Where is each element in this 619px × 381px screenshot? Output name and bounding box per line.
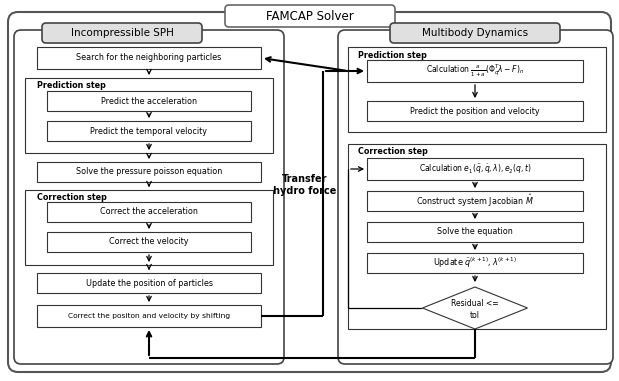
- FancyBboxPatch shape: [42, 23, 202, 43]
- Text: Prediction step: Prediction step: [37, 82, 106, 91]
- Text: Calculation $\frac{a}{1+a}(\Phi_q^T\lambda - F)_n$: Calculation $\frac{a}{1+a}(\Phi_q^T\lamb…: [426, 63, 524, 79]
- Text: Solve the pressure poisson equation: Solve the pressure poisson equation: [76, 168, 222, 176]
- Bar: [25, 78, 273, 153]
- Text: Predict the position and velocity: Predict the position and velocity: [410, 107, 540, 115]
- FancyBboxPatch shape: [390, 23, 560, 43]
- Bar: [37, 305, 261, 327]
- Text: Update $\ddot{q}^{(k+1)}, \lambda^{(k+1)}$: Update $\ddot{q}^{(k+1)}, \lambda^{(k+1)…: [433, 256, 517, 270]
- Text: Correction step: Correction step: [37, 194, 107, 202]
- FancyBboxPatch shape: [225, 5, 395, 27]
- Text: Prediction step: Prediction step: [358, 51, 427, 59]
- Bar: [47, 232, 251, 252]
- Text: Search for the neighboring particles: Search for the neighboring particles: [76, 53, 222, 62]
- Text: Correct the acceleration: Correct the acceleration: [100, 208, 198, 216]
- FancyBboxPatch shape: [8, 12, 611, 372]
- Text: Incompressible SPH: Incompressible SPH: [71, 28, 173, 38]
- Bar: [367, 191, 583, 211]
- Text: Predict the acceleration: Predict the acceleration: [101, 96, 197, 106]
- Text: FAMCAP Solver: FAMCAP Solver: [266, 10, 354, 22]
- Bar: [47, 121, 251, 141]
- Text: tol: tol: [470, 311, 480, 320]
- Text: Construct system Jacobian $\hat{M}$: Construct system Jacobian $\hat{M}$: [416, 193, 534, 209]
- Bar: [348, 144, 606, 329]
- Bar: [25, 190, 273, 265]
- Polygon shape: [423, 287, 527, 329]
- Text: Correct the velocity: Correct the velocity: [109, 237, 189, 247]
- Bar: [37, 162, 261, 182]
- Bar: [37, 47, 261, 69]
- FancyBboxPatch shape: [338, 30, 613, 364]
- Bar: [348, 47, 606, 132]
- Text: Update the position of particles: Update the position of particles: [85, 279, 212, 288]
- Bar: [367, 253, 583, 273]
- Text: Transfer
hydro force: Transfer hydro force: [274, 174, 337, 196]
- Bar: [367, 101, 583, 121]
- Bar: [47, 202, 251, 222]
- Text: Multibody Dynamics: Multibody Dynamics: [422, 28, 528, 38]
- Bar: [367, 222, 583, 242]
- Bar: [367, 60, 583, 82]
- Text: Residual <=: Residual <=: [451, 299, 499, 309]
- Bar: [47, 91, 251, 111]
- Text: Calculation $e_1(\ddot{q},\dot{q},\lambda), e_2(q,t)$: Calculation $e_1(\ddot{q},\dot{q},\lambd…: [418, 162, 531, 176]
- Bar: [37, 273, 261, 293]
- Text: Predict the temporal velocity: Predict the temporal velocity: [90, 126, 207, 136]
- Text: Correct the positon and velocity by shifting: Correct the positon and velocity by shif…: [68, 313, 230, 319]
- Text: Correction step: Correction step: [358, 147, 428, 157]
- Bar: [367, 158, 583, 180]
- FancyBboxPatch shape: [14, 30, 284, 364]
- Text: Solve the equation: Solve the equation: [437, 227, 513, 237]
